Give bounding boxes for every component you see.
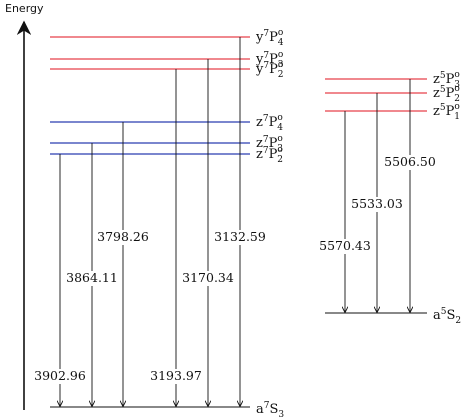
wavelength-label-bg [180,271,236,286]
level-label-y7p3: y7Po 3 [255,50,284,70]
level-label-z5p3: z5Po 3 [433,70,460,90]
wavelength-label-bg [32,369,88,384]
level-label-y7p2: y7Po 2 [255,60,284,80]
wavelength-label: 3902.96 [34,368,86,383]
wavelength-label: 3798.26 [97,229,149,244]
ground-level-label: a5S2 [433,307,461,326]
wavelength-label-bg [349,197,405,212]
wavelength-label-bg [212,230,268,245]
wavelength-label: 5506.50 [384,154,436,169]
level-label-z5p1: z5Po 1 [433,102,460,122]
wavelength-label-bg [64,271,120,286]
energy-axis-label: Energy [5,2,44,15]
wavelength-label: 3193.97 [150,368,202,383]
wavelength-label-bg [148,369,204,384]
wavelength-label-bg [95,230,151,245]
wavelength-label: 5533.03 [351,196,403,211]
level-label-z7p2: z7Po 2 [256,145,283,165]
wavelength-label-bg [317,239,373,254]
wavelength-label: 5570.43 [319,238,371,253]
wavelength-label: 3132.59 [214,229,266,244]
wavelength-label-bg [382,155,438,170]
level-label-z5p2: z5Po 2 [433,84,460,104]
level-label-z7p4: z7Po 4 [256,113,283,133]
level-label-y7p4: y7Po 4 [255,28,284,48]
ground-level-label: a7S3 [256,401,284,418]
wavelength-label: 3170.34 [182,270,234,285]
level-label-z7p3: z7Po 3 [256,134,283,154]
wavelength-label: 3864.11 [66,270,118,285]
